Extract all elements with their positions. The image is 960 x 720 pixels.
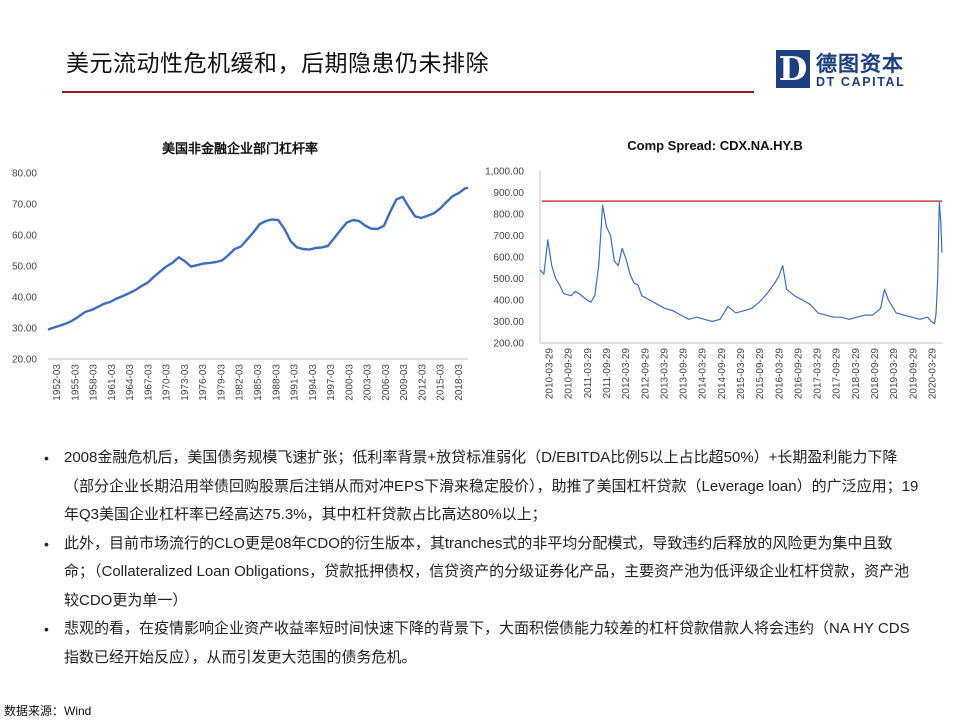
- bullet-item: 悲观的看，在疫情影响企业资产收益率短时间快速下降的背景下，大面积偿债能力较差的杠…: [40, 615, 920, 672]
- x-tick-label: 2010-03-29: [545, 348, 556, 400]
- y-tick-label: 50.00: [12, 262, 37, 273]
- chart-cdx-spread: 1,000.00 900.00 800.00 700.00 600.00 500.00 40…: [485, 167, 943, 400]
- y-tick-label: 70.00: [12, 200, 37, 211]
- bullet-item: 此外，目前市场流行的CLO更是08年CDO的衍生版本，其tranches式的非平…: [40, 530, 920, 616]
- y-tick-label: 30.00: [12, 324, 37, 335]
- chart-leverage-title: 美国非金融企业部门杠杆率: [161, 141, 318, 156]
- y-tick-label: 700.00: [493, 231, 524, 242]
- chart-cdx-title: Comp Spread: CDX.NA.HY.B: [627, 138, 803, 153]
- x-tick-label: 2019-09-29: [908, 348, 919, 400]
- y-tick-label: 900.00: [493, 188, 524, 199]
- y-tick-label: 20.00: [12, 355, 37, 366]
- x-tick-label: 1958-03: [89, 364, 100, 401]
- x-tick-label: 1988-03: [271, 364, 282, 401]
- y-tick-label: 600.00: [493, 253, 524, 264]
- x-tick-label: 2017-03-29: [813, 348, 824, 400]
- x-tick-label: 2020-03-29: [927, 348, 938, 400]
- x-tick-label: 1967-03: [143, 364, 154, 401]
- x-tick-label: 2016-09-29: [793, 348, 804, 400]
- series-line: [47, 186, 469, 331]
- x-tick-label: 1973-03: [180, 364, 191, 401]
- x-tick-label: 1991-03: [290, 364, 301, 401]
- bullet-item: 2008金融危机后，美国债务规模飞速扩张；低利率背景+放贷标准弱化（D/EBIT…: [40, 444, 920, 530]
- x-tick-label: 2003-03: [363, 364, 374, 401]
- x-tick-label: 1976-03: [198, 364, 209, 401]
- x-tick-label: 1985-03: [253, 364, 264, 401]
- x-tick-label: 2019-03-29: [889, 348, 900, 400]
- y-tick-label: 300.00: [493, 317, 524, 328]
- x-tick-label: 1982-03: [235, 364, 246, 401]
- x-tick-label: 2006-03: [381, 364, 392, 401]
- logo-mark-letter: D: [778, 49, 808, 88]
- x-tick-label: 1961-03: [107, 364, 118, 401]
- y-tick-label: 200.00: [493, 339, 524, 350]
- x-tick-label: 2015-09-29: [755, 348, 766, 400]
- x-tick-label: 2018-03-29: [851, 348, 862, 400]
- x-tick-label: 2011-03-29: [583, 348, 594, 399]
- y-tick-label: 40.00: [12, 293, 37, 304]
- x-tick-label: 2018-09-29: [870, 348, 881, 400]
- y-tick-label: 60.00: [12, 231, 37, 242]
- y-tick-label: 400.00: [493, 296, 524, 307]
- x-tick-label: 2013-03-29: [659, 348, 670, 400]
- x-tick-label: 2018-03: [454, 364, 465, 401]
- x-tick-label: 2012-03-29: [621, 348, 632, 400]
- x-tick-label: 2014-03-29: [698, 348, 709, 400]
- y-tick-label: 800.00: [493, 210, 524, 221]
- x-tick-label: 2010-09-29: [564, 348, 575, 400]
- x-tick-label: 1979-03: [216, 364, 227, 401]
- x-tick-label: 2009-03: [399, 364, 410, 401]
- x-tick-label: 2014-09-29: [717, 348, 728, 400]
- logo-mark-icon: D: [776, 50, 810, 88]
- x-tick-label: 1955-03: [70, 364, 81, 401]
- x-tick-label: 2017-09-29: [832, 348, 843, 400]
- x-tick-label: 2016-03-29: [774, 348, 785, 400]
- y-tick-label: 500.00: [493, 274, 524, 285]
- x-tick-label: 2011-09-29: [602, 348, 613, 399]
- x-tick-label: 1964-03: [125, 364, 136, 401]
- x-tick-label: 1970-03: [162, 364, 173, 401]
- series-line: [539, 200, 943, 325]
- x-tick-label: 2015-03: [436, 364, 447, 401]
- y-tick-label: 80.00: [12, 169, 37, 180]
- x-tick-label: 2013-09-29: [679, 348, 690, 400]
- x-tick-label: 2012-09-29: [640, 348, 651, 400]
- logo-name-en: DT CAPITAL: [816, 75, 906, 89]
- x-tick-label: 2000-03: [344, 364, 355, 401]
- logo-name-cn: 德图资本: [816, 53, 904, 76]
- x-tick-label: 1952-03: [52, 364, 63, 401]
- company-logo: D 德图资本 DT CAPITAL: [776, 48, 926, 94]
- x-tick-label: 2015-03-29: [736, 348, 747, 400]
- x-tick-label: 2012-03: [417, 364, 428, 401]
- page-title: 美元流动性危机缓和，后期隐患仍未排除: [66, 50, 489, 76]
- chart-leverage: 80.00 70.00 60.00 50.00 40.00 30.00 20.00 1952-…: [12, 169, 469, 401]
- data-source: 数据来源：Wind: [4, 704, 92, 718]
- y-tick-label: 1,000.00: [485, 167, 524, 178]
- bullet-list: 2008金融危机后，美国债务规模飞速扩张；低利率背景+放贷标准弱化（D/EBIT…: [40, 444, 920, 672]
- x-tick-label: 1997-03: [326, 364, 337, 401]
- x-tick-label: 1994-03: [308, 364, 319, 401]
- title-divider: [62, 91, 754, 93]
